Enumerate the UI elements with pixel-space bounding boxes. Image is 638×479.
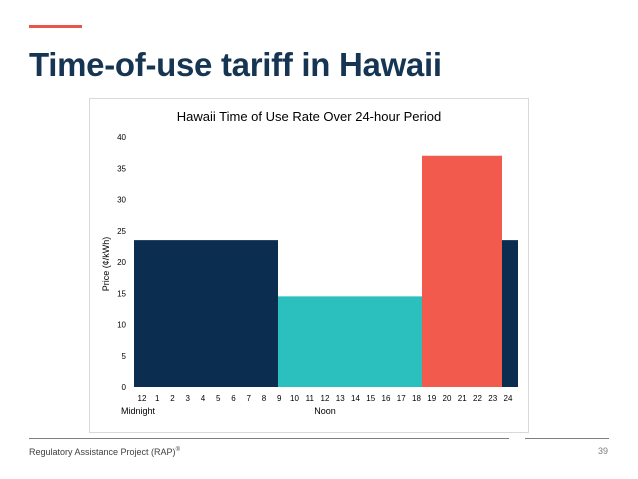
rate-bar: [278, 296, 422, 387]
x-tick-label: 21: [458, 394, 467, 403]
x-tick-label: 15: [366, 394, 375, 403]
x-tick-label: 19: [427, 394, 436, 403]
tou-rate-chart: Hawaii Time of Use Rate Over 24-hour Per…: [101, 109, 518, 416]
rate-segments: [134, 155, 518, 387]
rate-bar: [134, 240, 278, 387]
page-number: 39: [598, 446, 609, 456]
x-tick-label: 1: [155, 394, 160, 403]
x-tick-label: 16: [382, 394, 391, 403]
y-tick-label: 10: [117, 321, 126, 330]
y-tick-label: 35: [117, 164, 126, 173]
x-annotations: Midnight Noon: [121, 406, 336, 416]
x-tick-label: 10: [290, 394, 299, 403]
x-tick-label: 6: [231, 394, 236, 403]
x-tick-label: 13: [336, 394, 345, 403]
title-accent-rule: [29, 25, 82, 28]
chart-title: Hawaii Time of Use Rate Over 24-hour Per…: [177, 109, 441, 124]
x-tick-label: 18: [412, 394, 421, 403]
x-tick-labels: 12 1 2 3 4 5 6 7 8 9 10 11 12 13 14 15 16 17 18 19 20 21 22 23 2…: [138, 394, 513, 403]
chart-frame: Hawaii Time of Use Rate Over 24-hour Per…: [89, 98, 529, 433]
footer-divider-left: [29, 438, 509, 439]
footer-divider-right: [525, 438, 609, 439]
y-tick-label: 30: [117, 196, 126, 205]
y-tick-label: 15: [117, 289, 126, 298]
x-tick-label: 8: [262, 394, 267, 403]
slide-title: Time-of-use tariff in Hawaii: [29, 46, 442, 83]
x-tick-label: 9: [277, 394, 282, 403]
x-annotation: Noon: [314, 406, 336, 416]
x-tick-label: 20: [443, 394, 452, 403]
x-tick-label: 12: [138, 394, 147, 403]
y-tick-label: 0: [122, 383, 127, 392]
footer-organization-name: Regulatory Assistance Project (RAP): [29, 447, 176, 457]
y-tick-label: 5: [122, 352, 127, 361]
x-tick-label: 14: [351, 394, 360, 403]
x-tick-label: 5: [216, 394, 221, 403]
x-tick-label: 24: [504, 394, 513, 403]
x-tick-label: 11: [306, 394, 315, 403]
rate-bar: [502, 240, 518, 387]
x-tick-label: 23: [488, 394, 497, 403]
registered-mark: ®: [175, 447, 180, 453]
y-tick-label: 20: [117, 258, 126, 267]
y-tick-label: 40: [117, 133, 126, 142]
x-tick-label: 12: [321, 394, 330, 403]
y-axis-title: Price (¢/kWh): [101, 237, 111, 292]
rate-bar: [422, 155, 502, 387]
x-tick-label: 17: [397, 394, 406, 403]
x-tick-label: 7: [247, 394, 252, 403]
y-tick-label: 25: [117, 227, 126, 236]
footer-organization: Regulatory Assistance Project (RAP)®: [29, 447, 180, 457]
x-tick-label: 22: [473, 394, 482, 403]
x-tick-label: 2: [170, 394, 175, 403]
y-tick-labels: 0 5 10 15 20 25 30 35 40: [117, 133, 126, 392]
x-tick-label: 3: [186, 394, 191, 403]
x-annotation: Midnight: [121, 406, 156, 416]
x-tick-label: 4: [201, 394, 206, 403]
